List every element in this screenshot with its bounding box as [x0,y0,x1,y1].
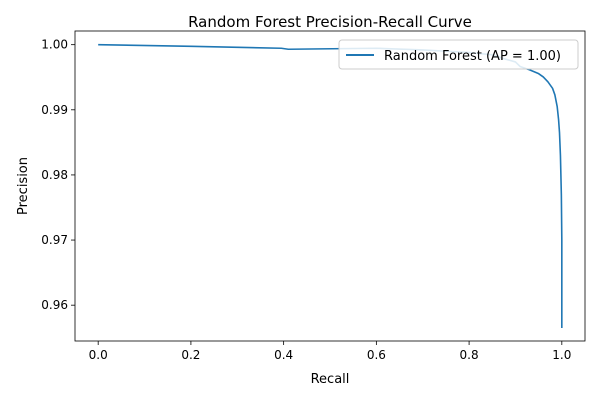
x-tick-label: 0.8 [460,348,479,362]
y-tick-label: 1.00 [41,38,68,52]
data-point [288,49,289,50]
legend-label: Random Forest (AP = 1.00) [384,49,561,64]
data-point [554,94,555,95]
data-point [561,239,562,240]
y-tick-label: 0.98 [41,168,68,182]
x-tick-label: 0.0 [89,348,108,362]
y-tick-label: 0.96 [41,298,68,312]
x-tick-label: 0.6 [367,348,386,362]
data-point [538,73,539,74]
data-point [561,292,562,293]
data-point [560,155,561,156]
x-tick-label: 0.2 [181,348,200,362]
chart-title: Random Forest Precision-Recall Curve [188,13,472,31]
data-point [557,106,558,107]
x-axis-ticks: 0.0 0.2 0.4 0.6 0.8 1.0 [89,341,571,362]
data-point [559,132,560,133]
data-point [281,48,282,49]
data-point [558,119,559,120]
data-point [547,81,548,82]
plot-frame [74,30,586,342]
data-point [552,88,553,89]
x-tick-label: 0.4 [274,348,293,362]
y-tick-label: 0.97 [41,233,68,247]
axes [74,30,586,342]
x-tick-label: 1.0 [552,348,571,362]
y-axis-label: Precision [16,157,31,215]
x-axis-label: Recall [311,372,350,387]
data-point [561,327,562,328]
data-point [98,44,99,45]
y-axis-ticks: 0.96 0.97 0.98 0.99 1.00 [41,38,75,312]
data-point [543,76,544,77]
legend-box [338,39,579,70]
data-point [561,194,562,195]
data-point [560,174,561,175]
legend: Random Forest (AP = 1.00) [338,39,579,70]
y-tick-label: 0.99 [41,103,68,117]
data-point [190,46,191,47]
